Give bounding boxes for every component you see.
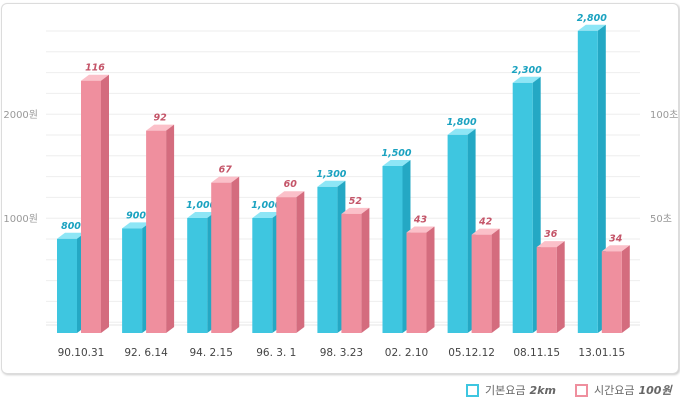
- bar-top: [406, 226, 435, 233]
- legend-label: 시간요금: [594, 384, 635, 397]
- bar-basic: [317, 186, 338, 333]
- data-label: 34: [609, 233, 623, 244]
- x-tick-label: 98. 3.23: [320, 347, 363, 359]
- data-label: 800: [61, 221, 81, 232]
- bar-top: [382, 160, 411, 166]
- bar-top: [601, 245, 630, 252]
- bar-basic: [447, 134, 468, 333]
- bar-time: [471, 234, 492, 333]
- x-tick-label: 96. 3. 1: [256, 347, 296, 359]
- bar-side: [556, 241, 565, 333]
- data-label: 2,300: [512, 65, 542, 76]
- bar-time: [81, 80, 101, 333]
- legend-unit: 2km: [529, 383, 556, 397]
- bar-time: [341, 213, 362, 333]
- data-label: 116: [85, 63, 105, 74]
- data-label: 1,500: [381, 148, 411, 159]
- bar-top: [317, 180, 346, 187]
- legend-label: 기본요금: [485, 384, 526, 397]
- data-label: 900: [126, 210, 146, 221]
- bar-side: [166, 124, 175, 333]
- data-label: 2,800: [577, 13, 607, 24]
- bar-top: [536, 241, 565, 248]
- left-tick-label: 1000원: [3, 213, 38, 225]
- bar-top: [471, 228, 500, 235]
- x-tick-label: 02. 2.10: [385, 347, 428, 359]
- left-tick-label: 2000원: [3, 109, 38, 121]
- legend-unit: 100원: [638, 384, 672, 397]
- data-label: 92: [153, 113, 167, 124]
- x-tick-label: 94. 2.15: [189, 347, 232, 359]
- bar-time: [276, 197, 297, 333]
- bar-top: [341, 207, 370, 214]
- bar-top: [447, 128, 476, 135]
- right-tick-label: 50초: [650, 213, 672, 225]
- bar-top: [57, 232, 85, 239]
- data-label: 1,800: [447, 117, 477, 128]
- bar-side: [296, 191, 305, 333]
- bar-top: [146, 124, 175, 131]
- right-tick-label: 100초: [650, 109, 678, 121]
- bar-time: [406, 232, 427, 333]
- x-tick-label: 08.11.15: [513, 347, 560, 359]
- x-tick-label: 05.12.12: [448, 347, 495, 359]
- bar-basic: [382, 166, 403, 333]
- data-label: 43: [413, 215, 428, 226]
- bar-basic: [187, 218, 208, 333]
- bar-top: [276, 191, 305, 198]
- bar-basic: [57, 238, 77, 333]
- legend-item-basic: 기본요금 2km: [466, 382, 556, 398]
- bar-side: [231, 176, 240, 333]
- bar-basic: [252, 218, 273, 333]
- bar-side: [491, 228, 500, 333]
- x-tick-label: 92. 6.14: [124, 347, 168, 359]
- bar-side: [361, 207, 370, 333]
- data-label: 1,000: [251, 200, 281, 211]
- bar-top: [122, 222, 151, 229]
- bar-basic: [512, 82, 533, 333]
- bar-top: [211, 176, 240, 183]
- data-label: 1,000: [186, 200, 216, 211]
- legend-item-time: 시간요금 100원: [575, 382, 672, 398]
- x-tick-label: 13.01.15: [578, 347, 625, 359]
- bar-top: [81, 74, 109, 81]
- bar-top: [512, 76, 541, 83]
- bar-time: [146, 130, 167, 333]
- bar-top: [187, 212, 216, 218]
- legend-swatch: [466, 383, 479, 397]
- bar-time: [601, 251, 622, 333]
- bar-top: [252, 212, 281, 218]
- data-label: 42: [478, 217, 493, 228]
- data-label: 36: [544, 229, 558, 240]
- bar-side: [426, 226, 435, 333]
- data-label: 67: [219, 165, 233, 176]
- bar-basic: [577, 30, 598, 334]
- x-tick-label: 90.10.31: [58, 347, 105, 359]
- data-label: 60: [284, 179, 298, 190]
- bar-time: [536, 247, 557, 333]
- bar-basic: [122, 228, 143, 333]
- bar-top: [577, 24, 606, 31]
- legend-swatch: [575, 383, 588, 397]
- data-label: 1,300: [316, 169, 346, 180]
- bar-time: [211, 182, 232, 333]
- bar-side: [101, 74, 109, 333]
- data-label: 52: [349, 196, 363, 207]
- bar-side: [621, 245, 630, 333]
